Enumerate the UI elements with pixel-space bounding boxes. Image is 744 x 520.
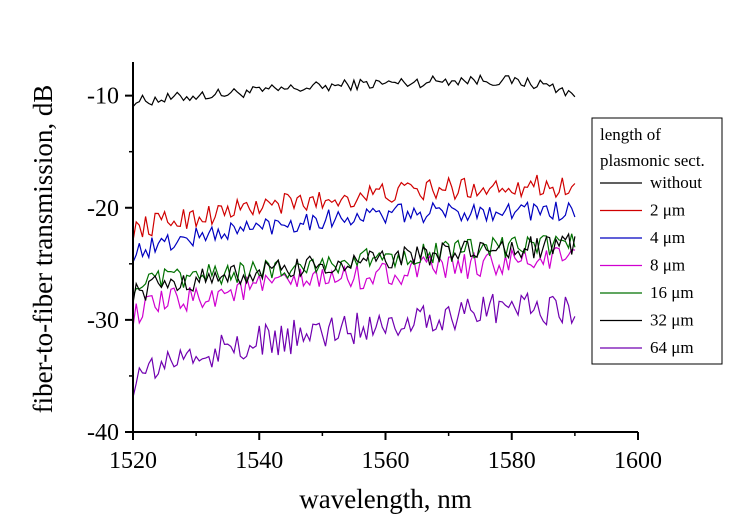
series-line-6 xyxy=(132,291,576,398)
legend-label: 32 μm xyxy=(650,311,694,330)
x-tick-label: 1540 xyxy=(235,448,283,474)
x-axis-title: wavelength, nm xyxy=(299,484,471,514)
legend-label: 64 μm xyxy=(650,338,694,357)
legend: length of plasmonic sect. without 2 μm 4 μ… xyxy=(591,117,723,365)
legend-title-line-2: plasmonic sect. xyxy=(600,151,705,170)
legend-label: 16 μm xyxy=(650,283,694,302)
y-axis-title: fiber-to-fiber transmission, dB xyxy=(28,85,58,414)
y-tick-label: -30 xyxy=(87,308,119,334)
legend-label: 2 μm xyxy=(650,201,685,220)
x-tick-label: 1520 xyxy=(109,448,157,474)
axes-layer xyxy=(132,62,638,433)
y-tick-label: -40 xyxy=(87,420,119,446)
series-line-4 xyxy=(132,233,576,297)
series-line-5 xyxy=(132,232,576,304)
x-tick-label: 1580 xyxy=(488,448,536,474)
series-line-1 xyxy=(132,174,576,242)
series-layer xyxy=(132,73,576,398)
series-line-2 xyxy=(132,200,576,263)
legend-entries: without 2 μm 4 μm 8 μm 16 μm 32 μm 64 μm xyxy=(600,173,702,357)
series-line-3 xyxy=(132,246,575,327)
legend-title-line-1: length of xyxy=(600,125,661,144)
legend-label: 4 μm xyxy=(650,228,685,247)
x-tick-label: 1600 xyxy=(614,448,662,474)
ticks-layer: 1520 1540 1560 1580 1600 -40 -30 -20 -10 xyxy=(87,84,662,474)
legend-label: 8 μm xyxy=(650,256,685,275)
legend-box xyxy=(591,117,723,365)
legend-label: without xyxy=(650,173,702,192)
y-tick-label: -10 xyxy=(87,84,119,110)
y-tick-label: -20 xyxy=(87,196,119,222)
x-tick-label: 1560 xyxy=(362,448,410,474)
series-line-0 xyxy=(132,73,576,108)
